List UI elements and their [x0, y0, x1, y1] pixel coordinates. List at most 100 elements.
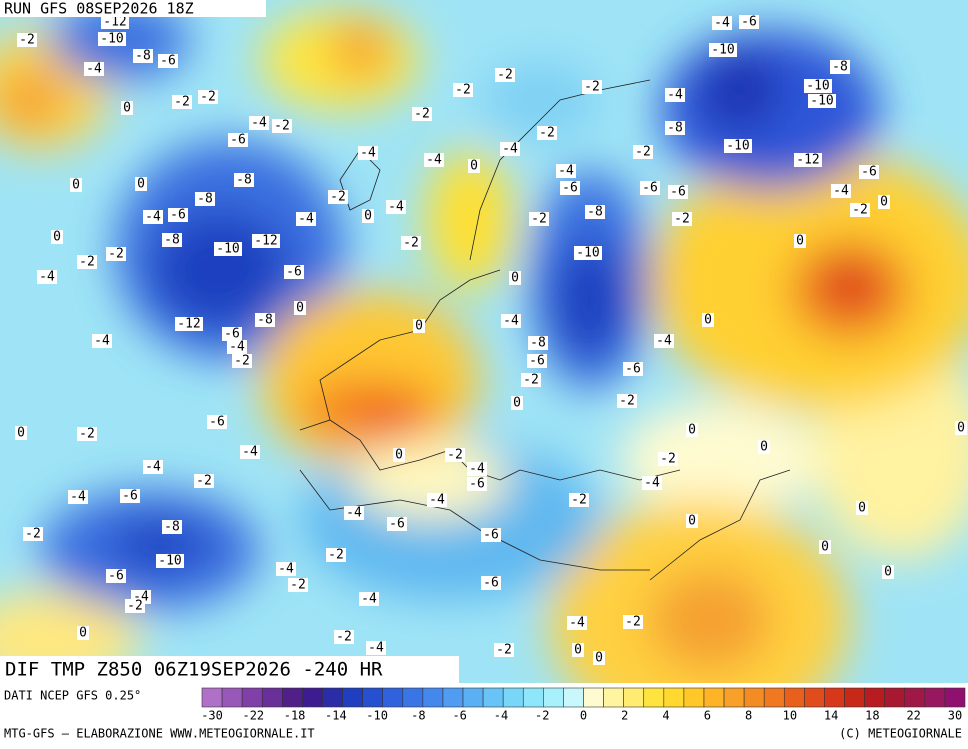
contour-label-box: [528, 336, 548, 350]
contour-label-box: [468, 159, 480, 173]
contour-label-box: [288, 578, 308, 592]
contour-label-box: [359, 592, 379, 606]
contour-label: 0: [364, 209, 372, 224]
map-title: DIF TMP Z850 06Z19SEP2026 -240 HR: [5, 659, 383, 681]
field-blob: [820, 260, 880, 310]
contour-label: -4: [368, 641, 384, 656]
color-swatch: [904, 687, 926, 708]
field-blob: [620, 400, 820, 520]
color-bar-tick-label: 6: [704, 709, 711, 723]
contour-label: -2: [531, 212, 547, 227]
contour-label: -10: [158, 554, 181, 569]
contour-label-box: [623, 362, 643, 376]
contour-label-box: [702, 313, 714, 327]
contour-label: -2: [619, 394, 635, 409]
contour-label: -2: [200, 90, 216, 105]
contour-label: -6: [469, 477, 485, 492]
contour-label-box: [642, 476, 662, 490]
contour-label: 0: [79, 626, 87, 641]
contour-label-box: [276, 562, 296, 576]
contour-label: -4: [278, 562, 294, 577]
contour-label: -4: [360, 146, 376, 161]
contour-label-box: [955, 421, 967, 435]
color-swatch: [643, 687, 665, 708]
contour-label-box: [467, 477, 487, 491]
contour-label-box: [252, 234, 280, 248]
contour-label: -12: [177, 317, 200, 332]
contour-label-box: [228, 133, 248, 147]
contour-label-box: [326, 548, 346, 562]
color-swatch: [462, 687, 484, 708]
color-swatch: [663, 687, 685, 708]
contour-label-box: [101, 15, 129, 29]
field-blob: [550, 240, 630, 360]
contour-label: -12: [103, 15, 126, 30]
color-bar: -30 -22 -18 -14 -10 -8 -6 -4 -2 0 2 4 6 8 10 14 18 22 30: [201, 687, 966, 723]
contour-label: -6: [108, 569, 124, 584]
color-swatch: [824, 687, 845, 708]
color-bar-tick-label: 2: [621, 709, 628, 723]
contour-label: -2: [539, 126, 555, 141]
color-bar-tick-label: 30: [948, 709, 962, 723]
contour-label: 0: [704, 313, 712, 328]
color-bar-tick-label: 22: [906, 709, 920, 723]
contour-label: -2: [674, 212, 690, 227]
color-swatch: [583, 687, 604, 708]
contour-label-box: [572, 643, 584, 657]
contour-label-box: [51, 230, 63, 244]
contour-label-box: [658, 452, 678, 466]
contour-label-box: [724, 139, 752, 153]
contour-label-box: [882, 565, 894, 579]
contour-label: 0: [123, 101, 131, 116]
contour-label-box: [214, 242, 242, 256]
contour-label: -2: [79, 255, 95, 270]
contour-label: -4: [644, 476, 660, 491]
contour-label: 0: [296, 301, 304, 316]
color-swatch: [884, 687, 906, 708]
color-bar-tick-label: -14: [325, 709, 347, 723]
contour-label: -2: [455, 83, 471, 98]
contour-label: 0: [513, 396, 521, 411]
contour-label: 0: [796, 234, 804, 249]
contour-label-box: [272, 119, 292, 133]
color-bar-tick-label: 4: [662, 709, 669, 723]
color-swatch: [543, 687, 564, 708]
contour-label: -4: [251, 116, 267, 131]
contour-label: 0: [595, 651, 603, 666]
color-swatch: [763, 687, 785, 708]
contour-label: -2: [635, 145, 651, 160]
contour-label-box: [617, 394, 637, 408]
contour-label-box: [133, 49, 153, 63]
contour-label-box: [294, 301, 306, 315]
contour-label-box: [585, 205, 605, 219]
contour-label-box: [413, 319, 425, 333]
contour-label-box: [537, 126, 557, 140]
color-swatch: [563, 687, 584, 708]
contour-label: -4: [426, 153, 442, 168]
color-bar-tick-label: -2: [535, 709, 549, 723]
contour-label-box: [393, 448, 405, 462]
contour-label-box: [804, 79, 832, 93]
field-blob: [700, 50, 780, 130]
contour-label-box: [207, 415, 227, 429]
contour-label-box: [521, 373, 541, 387]
contour-label: -2: [328, 548, 344, 563]
contour-label: -2: [330, 190, 346, 205]
contour-label: -2: [79, 427, 95, 442]
contour-label: -4: [145, 210, 161, 225]
contour-label: -6: [224, 327, 240, 342]
contour-label-box: [567, 616, 587, 630]
contour-label: -4: [429, 493, 445, 508]
contour-label-box: [156, 554, 184, 568]
contour-label-box: [819, 540, 831, 554]
title-box: [0, 656, 459, 683]
field-blob: [365, 410, 415, 440]
contour-label: -6: [230, 133, 246, 148]
contour-label: -12: [796, 153, 819, 168]
contour-label-box: [68, 490, 88, 504]
contour-label: -6: [483, 576, 499, 591]
color-swatch: [402, 687, 424, 708]
color-swatch: [703, 687, 725, 708]
contour-label: -6: [170, 208, 186, 223]
contour-label-box: [556, 164, 576, 178]
